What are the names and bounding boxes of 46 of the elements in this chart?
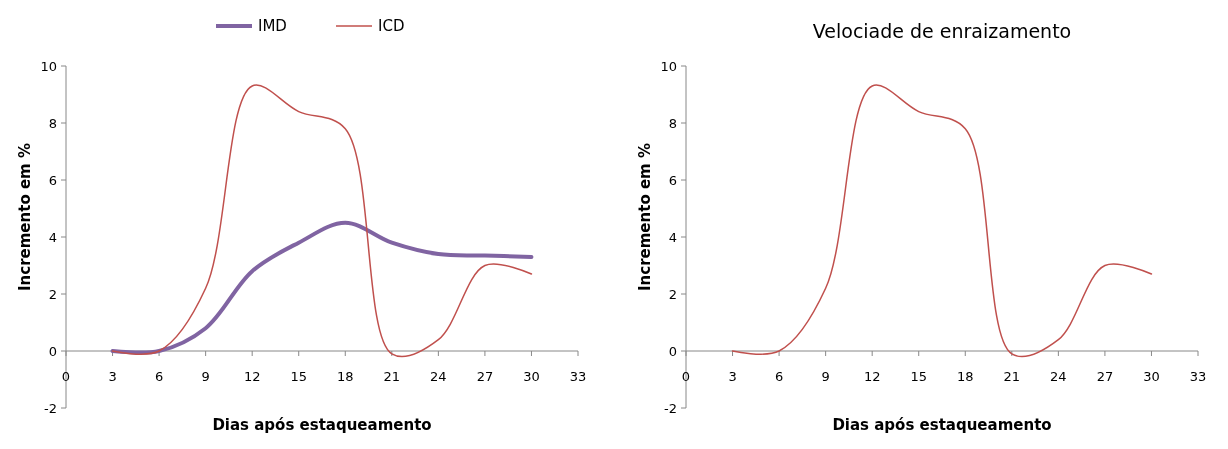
y-tick-label: 2 — [48, 286, 57, 302]
chart-title: Velociade de enraizamento — [812, 20, 1072, 42]
line-series — [110, 220, 534, 355]
y-tick-label: 8 — [668, 115, 677, 131]
y-tick-label: 6 — [668, 172, 677, 188]
x-tick-label: 9 — [821, 369, 830, 384]
y-tick-label: 6 — [48, 172, 57, 188]
x-tick-label: 24 — [1050, 369, 1067, 384]
x-tick-label: 33 — [1189, 369, 1207, 384]
y-tick-label: 2 — [668, 286, 677, 302]
y-tick-label: 0 — [668, 343, 677, 359]
x-tick-label: 30 — [1143, 369, 1160, 384]
x-tick-label: 12 — [863, 369, 881, 384]
x-tick-label: 9 — [201, 369, 210, 384]
x-tick-label: 0 — [681, 369, 691, 384]
y-tick-label: 10 — [660, 58, 677, 74]
x-tick-label: 27 — [1096, 369, 1114, 384]
y-tick-label: 10 — [40, 58, 57, 74]
x-tick-label: 30 — [523, 369, 540, 384]
y-tick-label: 8 — [48, 115, 57, 131]
x-tick-label: 27 — [476, 369, 494, 384]
legend-label: ICD — [378, 17, 405, 36]
y-tick-label: -2 — [664, 400, 677, 416]
y-tick-label: 0 — [48, 343, 57, 359]
legend-label: IMD — [258, 17, 287, 36]
x-tick-label: 6 — [154, 369, 164, 384]
x-tick-label: 18 — [957, 369, 974, 384]
x-tick-label: 15 — [290, 369, 307, 384]
x-tick-label: 21 — [1003, 369, 1021, 384]
y-axis-title: Incremento em % — [636, 143, 654, 291]
y-tick-label: 4 — [668, 229, 677, 245]
x-axis-title: Dias após estaqueamento — [212, 416, 432, 434]
x-tick-label: 18 — [337, 369, 354, 384]
y-tick-label: -2 — [44, 400, 57, 416]
x-axis-title: Dias após estaqueamento — [832, 416, 1052, 434]
x-tick-label: 12 — [243, 369, 261, 384]
x-tick-label: 0 — [61, 369, 71, 384]
x-tick-label: 6 — [774, 369, 784, 384]
x-tick-label: 15 — [910, 369, 927, 384]
y-axis-title: Incremento em % — [16, 143, 34, 291]
x-tick-label: 3 — [108, 369, 117, 384]
x-tick-label: 3 — [728, 369, 737, 384]
x-tick-label: 21 — [383, 369, 401, 384]
y-tick-label: 4 — [48, 229, 57, 245]
x-tick-label: 33 — [569, 369, 587, 384]
x-tick-label: 24 — [430, 369, 447, 384]
